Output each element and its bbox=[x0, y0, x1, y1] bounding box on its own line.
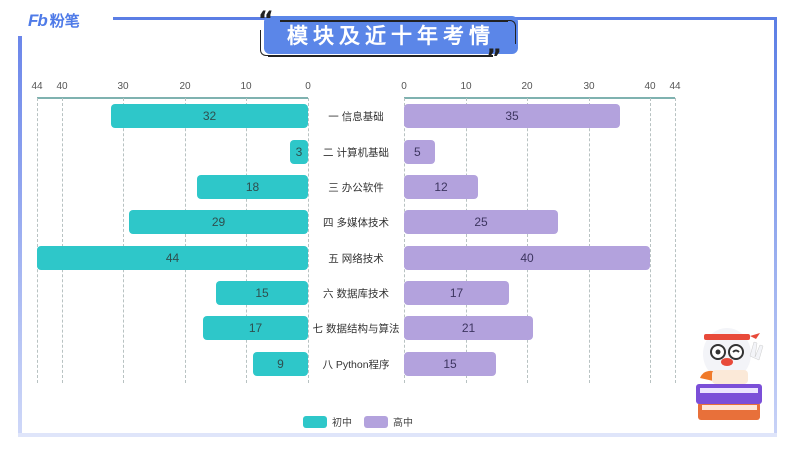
page-title: 模块及近十年考情 bbox=[287, 23, 495, 48]
category-label: 四 多媒体技术 bbox=[323, 217, 389, 229]
bar-junior-2: 3 bbox=[290, 140, 308, 164]
bar-value: 21 bbox=[461, 321, 476, 335]
frame-bottom-border bbox=[18, 433, 777, 437]
left-axis-tick: 10 bbox=[240, 81, 252, 92]
category-label: 八 Python程序 bbox=[322, 359, 390, 371]
frame-right-border bbox=[774, 17, 777, 437]
logo-text: 粉笔 bbox=[49, 13, 80, 30]
bar-junior-1: 32 bbox=[111, 104, 308, 128]
bar-value: 15 bbox=[443, 357, 457, 371]
right-axis-tick: 10 bbox=[460, 81, 472, 92]
left-axis-tick: 30 bbox=[117, 81, 129, 92]
left-axis-tick: 0 bbox=[305, 81, 311, 92]
category-label: 一 信息基础 bbox=[328, 111, 384, 123]
bar-junior-3: 18 bbox=[197, 175, 308, 199]
logo-mark-icon: Fb bbox=[28, 10, 48, 30]
bar-junior-7: 17 bbox=[203, 316, 308, 340]
right-axis-tick: 44 bbox=[669, 81, 681, 92]
gridline bbox=[308, 98, 309, 383]
mascot-illustration bbox=[696, 328, 764, 420]
quote-close-icon: ” bbox=[486, 44, 502, 72]
left-axis-tick: 20 bbox=[179, 81, 191, 92]
bar-value: 12 bbox=[434, 180, 448, 194]
left-axis-line bbox=[37, 97, 308, 99]
bar-junior-4: 29 bbox=[129, 210, 308, 234]
category-label: 六 数据库技术 bbox=[323, 288, 389, 300]
legend-label: 高中 bbox=[393, 418, 413, 429]
bar-value: 3 bbox=[295, 145, 303, 159]
bar-value: 15 bbox=[255, 286, 269, 300]
right-axis-tick: 40 bbox=[644, 81, 656, 92]
bar-value: 17 bbox=[449, 286, 464, 300]
gridline bbox=[62, 98, 63, 383]
category-label: 五 网络技术 bbox=[328, 253, 384, 265]
bar-junior-5: 44 bbox=[37, 246, 308, 270]
gridline bbox=[466, 98, 467, 383]
bar-value: 17 bbox=[248, 321, 263, 335]
gridline bbox=[589, 98, 590, 383]
legend-label: 初中 bbox=[332, 418, 352, 429]
title-decor-line bbox=[268, 55, 493, 57]
legend-swatch-senior bbox=[364, 415, 388, 428]
frame-left-border bbox=[18, 36, 22, 436]
right-axis-tick: 0 bbox=[401, 81, 407, 92]
bar-senior-5: 40 bbox=[404, 246, 650, 270]
bar-value: 25 bbox=[474, 215, 488, 229]
right-axis-tick: 30 bbox=[583, 81, 595, 92]
gridline bbox=[246, 98, 247, 383]
category-label: 七 数据结构与算法 bbox=[312, 323, 400, 335]
bar-value: 32 bbox=[202, 109, 217, 123]
title-decor-bracket bbox=[508, 20, 516, 44]
left-axis-tick: 40 bbox=[56, 81, 68, 92]
brand-logo: Fb 粉笔 bbox=[28, 10, 80, 31]
gridline bbox=[650, 98, 651, 383]
right-axis-tick: 20 bbox=[521, 81, 533, 92]
chart-legend: 初中 高中 bbox=[303, 414, 419, 429]
gridline bbox=[37, 98, 38, 383]
right-axis-line bbox=[404, 97, 675, 99]
legend-swatch-junior bbox=[303, 415, 327, 428]
gridline bbox=[675, 98, 676, 383]
bar-senior-4: 25 bbox=[404, 210, 558, 234]
gridline bbox=[123, 98, 124, 383]
gridline bbox=[185, 98, 186, 383]
bar-value: 18 bbox=[245, 180, 260, 194]
bar-value: 29 bbox=[211, 215, 226, 229]
bar-senior-3: 12 bbox=[404, 175, 478, 199]
category-label: 三 办公软件 bbox=[328, 182, 384, 194]
bar-junior-8: 9 bbox=[253, 352, 308, 376]
title-decor-line bbox=[280, 20, 508, 22]
bar-value: 40 bbox=[520, 251, 534, 265]
bar-value: 9 bbox=[277, 357, 284, 371]
page-title-banner: 模块及近十年考情 “ ” bbox=[258, 6, 528, 72]
left-axis-tick: 44 bbox=[31, 81, 43, 92]
bar-value: 44 bbox=[165, 251, 180, 265]
quote-open-icon: “ bbox=[258, 6, 274, 34]
bar-senior-6: 17 bbox=[404, 281, 509, 305]
bar-senior-2: 5 bbox=[404, 140, 435, 164]
bar-value: 35 bbox=[505, 109, 519, 123]
bar-senior-1: 35 bbox=[404, 104, 620, 128]
title-decor-bracket bbox=[260, 30, 268, 56]
bar-junior-6: 15 bbox=[216, 281, 308, 305]
title-box: 模块及近十年考情 bbox=[264, 16, 518, 54]
bar-senior-7: 21 bbox=[404, 316, 533, 340]
legend-item-senior[interactable]: 高中 bbox=[364, 414, 413, 429]
legend-item-junior[interactable]: 初中 bbox=[303, 414, 352, 429]
bar-senior-8: 15 bbox=[404, 352, 496, 376]
gridline bbox=[404, 98, 405, 383]
gridline bbox=[527, 98, 528, 383]
category-label: 二 计算机基础 bbox=[323, 147, 389, 159]
bar-value: 5 bbox=[414, 145, 421, 159]
